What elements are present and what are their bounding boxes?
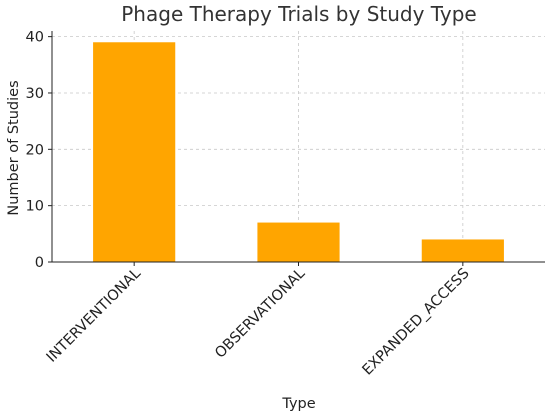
y-tick-label: 30 xyxy=(26,86,44,102)
y-axis-label: Number of Studies xyxy=(6,80,22,215)
y-tick-label: 20 xyxy=(26,142,44,158)
chart-title: Phage Therapy Trials by Study Type xyxy=(121,2,477,26)
x-tick-label: INTERVENTIONAL xyxy=(44,266,144,366)
bars-group xyxy=(93,42,504,262)
x-tick-label: EXPANDED_ACCESS xyxy=(360,266,473,379)
axes-group xyxy=(48,31,545,266)
x-tick-label: OBSERVATIONAL xyxy=(212,266,308,362)
bar-observational xyxy=(257,222,340,262)
y-tick-label: 10 xyxy=(26,199,44,215)
y-tick-label: 40 xyxy=(26,30,44,46)
x-tick-labels: INTERVENTIONAL OBSERVATIONAL EXPANDED_ACCE… xyxy=(44,266,473,379)
y-tick-label: 0 xyxy=(35,255,44,271)
bar-interventional xyxy=(93,42,176,262)
x-axis-label: Type xyxy=(281,396,315,412)
y-tick-labels: 0 10 20 30 40 xyxy=(26,30,44,271)
bar-expanded-access xyxy=(421,239,504,262)
